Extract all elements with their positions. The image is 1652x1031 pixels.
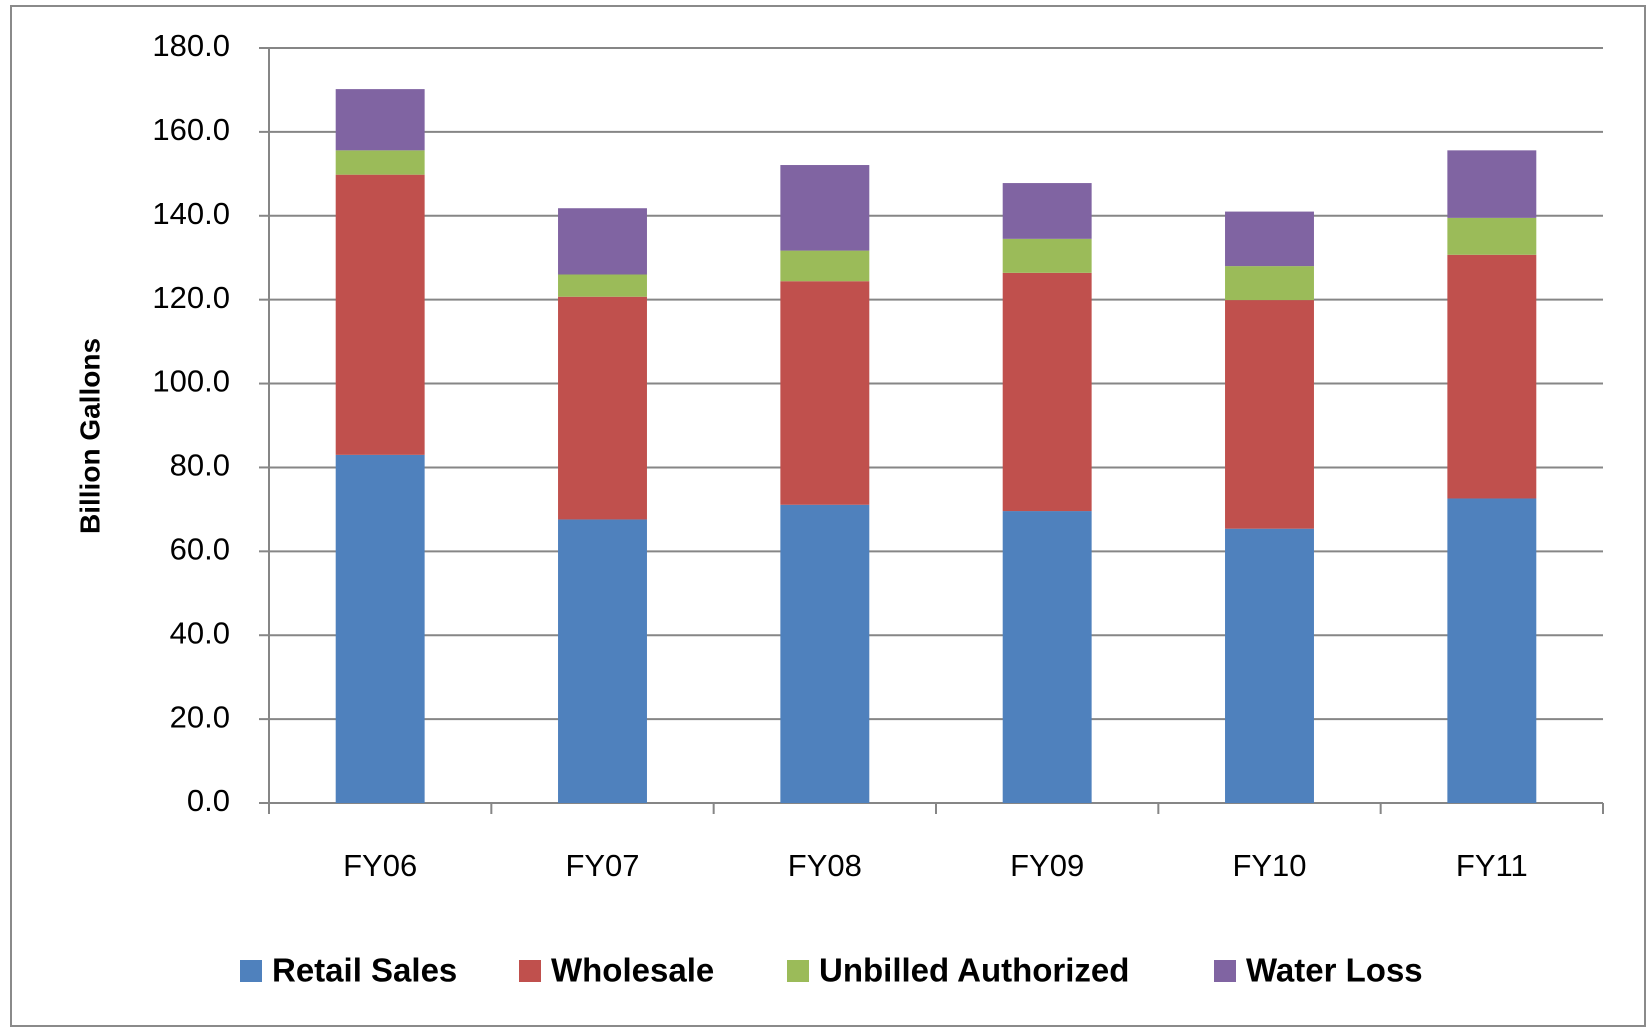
bar-segment <box>1002 511 1092 803</box>
bar-segment <box>780 250 870 282</box>
bar-segment <box>558 274 647 297</box>
bar-segment <box>558 519 647 803</box>
bar-segment <box>1447 217 1537 255</box>
y-axis-title: Billion Gallons <box>74 338 105 534</box>
bar-segment <box>558 296 647 520</box>
x-tick-label: FY07 <box>565 848 639 883</box>
y-tick-label: 20.0 <box>170 699 230 734</box>
y-tick-label: 120.0 <box>152 280 230 315</box>
bar-segment <box>558 208 647 275</box>
y-tick-label: 80.0 <box>170 448 230 483</box>
y-tick-label: 100.0 <box>152 364 230 399</box>
bar-segment <box>1002 238 1092 273</box>
x-tick-label: FY10 <box>1232 848 1306 883</box>
legend-swatch <box>519 960 541 982</box>
y-tick-label: 40.0 <box>170 615 230 650</box>
bar-segment <box>1447 254 1537 499</box>
bar-segment <box>1225 211 1314 267</box>
y-tick-label: 60.0 <box>170 532 230 567</box>
legend-swatch <box>787 960 809 982</box>
bar-segment <box>780 281 870 505</box>
legend-label: Retail Sales <box>272 952 457 989</box>
x-tick-label: FY06 <box>343 848 417 883</box>
bar-segment <box>1225 266 1314 301</box>
legend-swatch <box>1214 960 1236 982</box>
legend-swatch <box>240 960 262 982</box>
legend-label: Wholesale <box>551 952 714 989</box>
y-tick-label: 140.0 <box>152 196 230 231</box>
y-tick-label: 160.0 <box>152 112 230 147</box>
bar-segment <box>335 174 425 455</box>
bar-segment <box>1225 300 1314 529</box>
bar-segment <box>1447 498 1537 803</box>
bar-segment <box>1002 272 1092 512</box>
bar-segment <box>335 89 425 151</box>
bar-segment <box>780 165 870 251</box>
bar-segment <box>335 454 425 803</box>
legend-label: Water Loss <box>1246 952 1423 989</box>
bar-segment <box>780 504 870 803</box>
bar-segment <box>1447 150 1537 218</box>
bar-segment <box>1225 528 1314 803</box>
bar-segment <box>335 150 425 175</box>
legend-label: Unbilled Authorized <box>819 952 1129 989</box>
y-tick-label: 0.0 <box>187 783 230 818</box>
x-tick-label: FY11 <box>1456 848 1528 883</box>
x-tick-label: FY09 <box>1010 848 1084 883</box>
bar-segment <box>1002 183 1092 239</box>
y-tick-label: 180.0 <box>152 28 230 63</box>
x-tick-label: FY08 <box>788 848 862 883</box>
